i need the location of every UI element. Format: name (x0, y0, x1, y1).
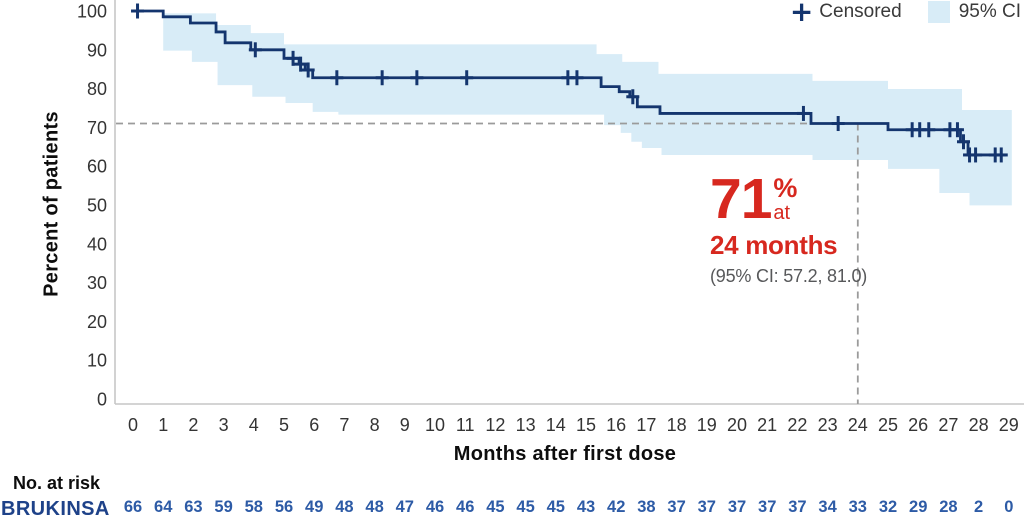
risk-value: 43 (577, 498, 595, 516)
risk-value: 64 (154, 498, 173, 516)
ci-band-swatch-icon (927, 1, 950, 23)
x-tick-label: 19 (697, 415, 717, 435)
risk-value: 32 (879, 498, 897, 516)
x-tick-label: 1 (158, 415, 168, 435)
risk-value: 49 (305, 498, 323, 516)
km-annotation: 71 % at 24 months (95% CI: 57.2, 81.0) (710, 167, 868, 287)
risk-value: 46 (456, 498, 474, 516)
ci-band (163, 13, 1012, 206)
x-tick-label: 18 (667, 415, 687, 435)
x-tick-label: 27 (938, 415, 958, 435)
x-tick-label: 24 (848, 415, 868, 435)
risk-value: 47 (396, 498, 414, 516)
risk-table-heading: No. at risk (13, 473, 101, 493)
legend-ci-label: 95% CI (958, 1, 1021, 22)
y-tick-label: 60 (87, 157, 107, 177)
y-tick-label: 10 (87, 351, 107, 371)
risk-value: 56 (275, 498, 293, 516)
x-tick-label: 14 (546, 415, 566, 435)
y-tick-label: 80 (87, 79, 107, 99)
risk-value: 45 (516, 498, 534, 516)
x-tick-label: 6 (309, 415, 319, 435)
x-tick-label: 5 (279, 415, 289, 435)
x-axis-title: Months after first dose (453, 443, 677, 465)
x-tick-label: 28 (969, 415, 989, 435)
x-tick-label: 13 (516, 415, 536, 435)
annotation-timepoint: 24 months (710, 230, 838, 261)
risk-value: 37 (788, 498, 806, 516)
x-tick-label: 12 (485, 415, 505, 435)
annotation-ci-text: (95% CI: 57.2, 81.0) (710, 266, 868, 287)
x-tick-label: 26 (908, 415, 928, 435)
risk-value: 48 (365, 498, 383, 516)
x-tick-label: 4 (249, 415, 259, 435)
survival-curve (133, 9, 1006, 157)
risk-value: 45 (547, 498, 565, 516)
y-tick-label: 0 (97, 390, 107, 410)
risk-value: 45 (486, 498, 504, 516)
x-tick-label: 20 (727, 415, 747, 435)
censored-plus-icon: + (789, 0, 814, 28)
y-axis-title: Percent of patients (40, 111, 63, 297)
risk-value: 63 (184, 498, 202, 516)
x-tick-label: 25 (878, 415, 898, 435)
risk-value: 28 (939, 498, 957, 516)
risk-value: 42 (607, 498, 625, 516)
x-tick-label: 3 (219, 415, 229, 435)
y-tick-label: 20 (87, 312, 107, 332)
x-tick-label: 16 (606, 415, 626, 435)
risk-value: 59 (214, 498, 232, 516)
y-tick-label: 30 (87, 273, 107, 293)
y-tick-label: 90 (87, 40, 107, 60)
x-tick-label: 23 (818, 415, 838, 435)
risk-value: 48 (335, 498, 353, 516)
x-tick-label: 0 (128, 415, 138, 435)
risk-value: 58 (245, 498, 263, 516)
x-tick-label: 8 (370, 415, 380, 435)
x-tick-label: 2 (188, 415, 198, 435)
legend: + Censored 95% CI (789, 0, 1021, 28)
annotation-at-word: at (773, 202, 791, 225)
risk-table-row-label: BRUKINSA (1, 498, 110, 520)
risk-value: 34 (818, 498, 837, 516)
risk-value: 29 (909, 498, 927, 516)
risk-value: 0 (1004, 498, 1013, 516)
risk-value: 37 (698, 498, 716, 516)
risk-value: 33 (849, 498, 867, 516)
y-tick-label: 50 (87, 196, 107, 216)
x-tick-label: 21 (757, 415, 777, 435)
x-tick-label: 11 (456, 415, 475, 435)
risk-value: 66 (124, 498, 142, 516)
x-tick-label: 10 (425, 415, 445, 435)
annotation-percent-sign: % (773, 173, 798, 203)
x-tick-label: 22 (787, 415, 807, 435)
x-tick-label: 29 (999, 415, 1019, 435)
risk-value: 37 (728, 498, 746, 516)
risk-value: 37 (758, 498, 776, 516)
x-tick-label: 15 (576, 415, 596, 435)
y-tick-label: 100 (77, 2, 107, 22)
x-tick-label: 7 (339, 415, 349, 435)
x-tick-label: 9 (400, 415, 410, 435)
risk-value: 46 (426, 498, 444, 516)
annotation-value: 71 (710, 167, 772, 231)
y-tick-label: 40 (87, 234, 107, 254)
legend-censored-label: Censored (819, 1, 902, 22)
x-tick-label: 17 (636, 415, 656, 435)
y-tick-label: 70 (87, 118, 107, 138)
risk-value: 2 (974, 498, 983, 516)
risk-value: 38 (637, 498, 655, 516)
risk-value: 37 (667, 498, 685, 516)
